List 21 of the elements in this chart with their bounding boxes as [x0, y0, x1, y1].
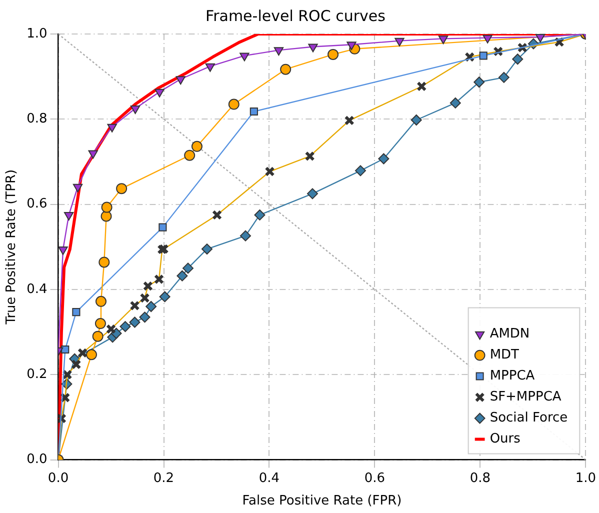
x-axis-title: False Positive Rate (FPR) — [242, 494, 402, 509]
chart-title: Frame-level ROC curves — [206, 6, 386, 25]
legend-label: MDT — [490, 348, 520, 363]
x-tick-label: 1.0 — [575, 470, 596, 486]
y-tick-label: 1.0 — [26, 26, 48, 42]
legend-label: Ours — [490, 432, 521, 447]
x-tick-label: 0.0 — [48, 470, 69, 486]
legend-label: MPPCA — [490, 368, 535, 384]
y-tick-label: 0.6 — [26, 196, 48, 212]
legend-label: AMDN — [490, 326, 530, 342]
legend-label: SF+MPPCA — [490, 390, 562, 405]
y-tick-label: 0.2 — [26, 367, 48, 382]
y-tick-label: 0.4 — [26, 282, 48, 297]
y-tick-label: 0.0 — [26, 452, 48, 468]
x-tick-label: 0.4 — [258, 470, 280, 486]
legend-label: Social Force — [490, 410, 568, 426]
y-tick-label: 0.8 — [26, 112, 48, 127]
y-axis-title: True Positive Rate (TPR) — [4, 169, 20, 326]
x-tick-label: 0.6 — [364, 470, 386, 486]
x-tick-label: 0.8 — [470, 470, 491, 486]
x-tick-label: 0.2 — [153, 470, 174, 486]
